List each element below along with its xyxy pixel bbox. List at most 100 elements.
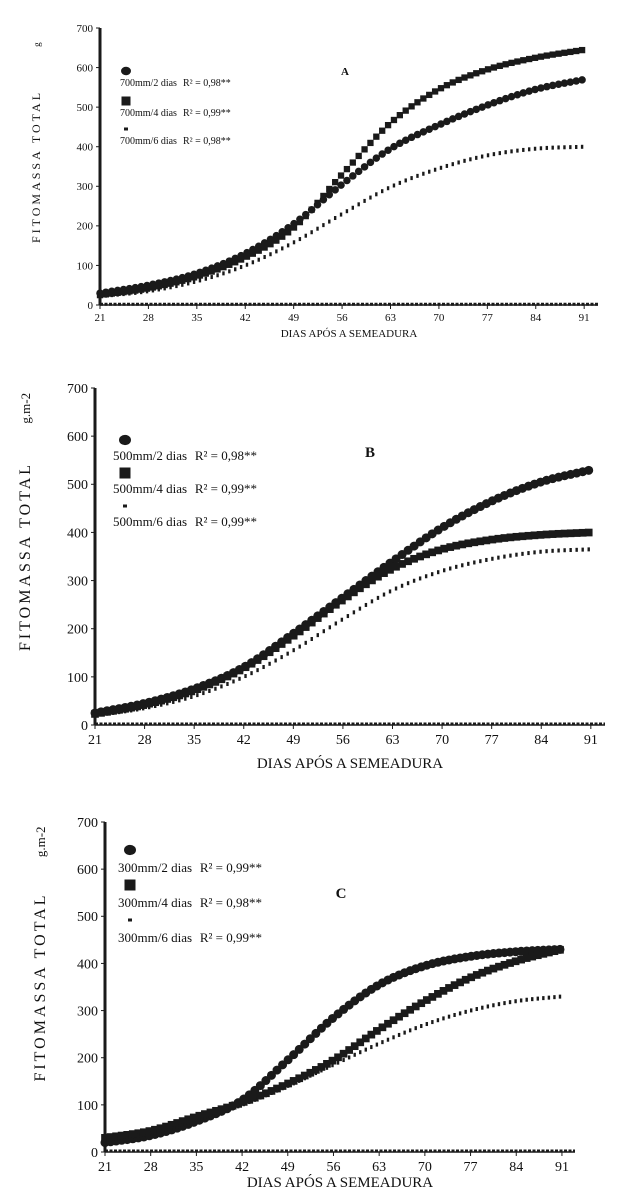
data-point xyxy=(422,996,431,1004)
data-point xyxy=(439,165,443,170)
data-point xyxy=(372,154,381,162)
x-tick-label: 70 xyxy=(418,1160,432,1175)
data-point xyxy=(98,294,102,299)
data-point xyxy=(259,652,268,661)
data-point xyxy=(251,260,255,265)
data-point xyxy=(281,246,284,251)
data-point xyxy=(416,552,424,561)
data-point xyxy=(220,684,223,689)
x-tick-label: 91 xyxy=(555,1160,569,1175)
y-tick-label: 600 xyxy=(77,62,94,74)
data-point xyxy=(256,1091,265,1100)
data-point xyxy=(494,534,503,543)
data-point xyxy=(151,1125,159,1134)
series-circle xyxy=(90,465,594,718)
data-point xyxy=(492,152,496,157)
data-point xyxy=(543,82,551,91)
data-point xyxy=(190,274,198,281)
data-point xyxy=(212,1106,220,1115)
data-point xyxy=(326,185,333,193)
data-point xyxy=(478,968,487,977)
data-point xyxy=(267,1087,276,1095)
x-tick-label: 28 xyxy=(143,312,155,324)
data-point xyxy=(181,689,190,698)
data-point xyxy=(406,581,410,586)
data-point xyxy=(173,1119,181,1127)
data-point xyxy=(370,1045,373,1050)
data-point xyxy=(408,103,415,110)
data-point xyxy=(298,1078,301,1083)
data-point xyxy=(135,707,139,712)
data-point xyxy=(554,80,563,89)
y-tick-label: 0 xyxy=(81,719,88,734)
data-point xyxy=(545,549,548,554)
data-point xyxy=(133,702,141,711)
data-point xyxy=(283,636,292,644)
data-point xyxy=(134,1129,143,1138)
data-point xyxy=(516,148,519,153)
data-point xyxy=(470,1008,473,1013)
data-point xyxy=(345,209,349,214)
data-point xyxy=(392,1035,395,1040)
data-point xyxy=(414,1026,417,1031)
data-point xyxy=(204,276,208,281)
data-point xyxy=(220,264,227,271)
data-point xyxy=(267,241,274,248)
data-point xyxy=(325,605,334,613)
data-point xyxy=(231,1106,234,1111)
data-point xyxy=(497,555,500,560)
chart-c-svg: 0 100 200 300 400 500 600 700 21 28 35 42 49 56 63 70 77… xyxy=(32,816,575,1191)
data-point xyxy=(236,1104,240,1109)
x-tick-label: 49 xyxy=(286,733,300,748)
data-point xyxy=(170,1126,173,1131)
data-point xyxy=(275,1088,279,1093)
data-point xyxy=(416,173,419,178)
data-point xyxy=(125,1135,129,1140)
y-tick-label: 200 xyxy=(77,1052,98,1067)
data-point xyxy=(484,101,492,109)
data-point xyxy=(490,99,498,107)
data-point xyxy=(114,1136,118,1141)
data-point xyxy=(281,1086,284,1091)
data-point xyxy=(557,548,560,553)
data-point xyxy=(431,88,439,95)
data-point xyxy=(273,1084,281,1093)
data-point xyxy=(479,559,482,564)
data-point xyxy=(298,237,302,242)
data-point xyxy=(190,694,193,699)
data-point xyxy=(296,218,304,226)
data-point xyxy=(210,275,213,280)
x-tick-label: 63 xyxy=(372,1160,386,1175)
data-point xyxy=(234,267,237,272)
data-point xyxy=(472,971,481,979)
data-point xyxy=(458,1011,462,1016)
data-point xyxy=(536,531,545,539)
data-point xyxy=(440,544,449,553)
x-axis-label: DIAS APÓS A SEMEADURA xyxy=(257,755,443,772)
legend-r2: R² = 0,99** xyxy=(195,481,257,496)
legend-circle-marker xyxy=(124,844,136,856)
data-point xyxy=(349,172,357,180)
y-axis-unit: g xyxy=(32,42,42,47)
data-point xyxy=(271,644,280,653)
data-point xyxy=(375,192,378,197)
data-point xyxy=(214,1112,218,1117)
data-point xyxy=(340,617,344,622)
data-point xyxy=(316,226,319,231)
data-point xyxy=(278,1082,287,1090)
data-point xyxy=(320,1068,323,1073)
data-point xyxy=(491,556,494,561)
y-tick-label: 300 xyxy=(77,181,94,193)
legend-r2: R² = 0,98** xyxy=(195,448,257,463)
legend-dash-marker xyxy=(123,504,127,508)
data-point xyxy=(202,270,209,277)
data-point xyxy=(262,665,265,670)
legend-series-name: 700mm/6 dias xyxy=(120,136,177,147)
data-point xyxy=(384,1019,392,1028)
data-point xyxy=(573,47,580,55)
data-point xyxy=(486,153,490,158)
data-point xyxy=(533,951,542,960)
series-square xyxy=(91,528,593,718)
data-point xyxy=(503,554,506,559)
data-point xyxy=(128,291,131,296)
